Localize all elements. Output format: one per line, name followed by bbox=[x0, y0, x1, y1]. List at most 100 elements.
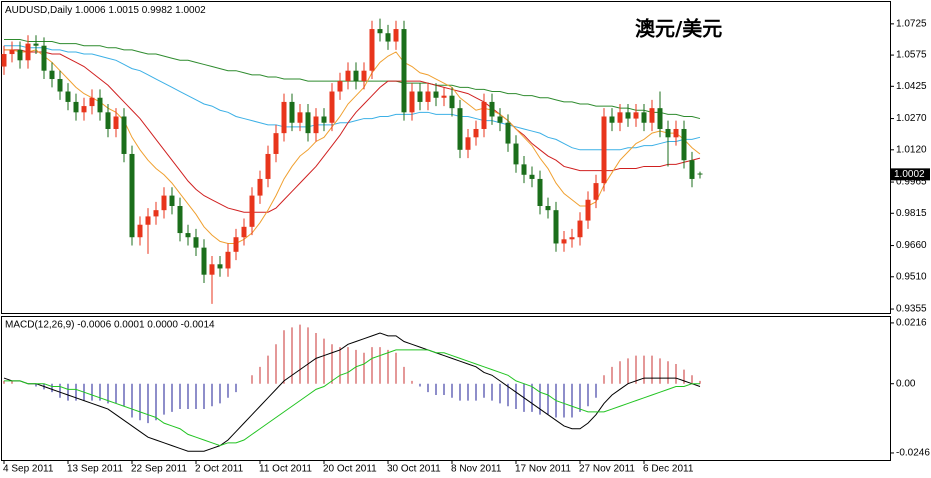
candle-body bbox=[209, 264, 215, 275]
y-tick-label: 0.9660 bbox=[896, 240, 927, 251]
y-tick-label: 1.0120 bbox=[896, 144, 927, 155]
x-tick-label: 30 Oct 2011 bbox=[387, 464, 441, 475]
x-tick-label: 8 Nov 2011 bbox=[451, 464, 502, 475]
candle-body bbox=[465, 137, 471, 150]
x-tick-label: 4 Sep 2011 bbox=[3, 464, 54, 475]
moving-average bbox=[4, 45, 701, 151]
candle-body bbox=[65, 91, 71, 102]
candle-body bbox=[297, 112, 303, 123]
y-tick-label: 0.9815 bbox=[896, 208, 927, 219]
candle-body bbox=[401, 29, 407, 113]
candle-body bbox=[249, 195, 255, 227]
candle-body bbox=[129, 153, 135, 238]
candle-body bbox=[585, 199, 591, 221]
candle-body bbox=[81, 106, 87, 113]
candle-body bbox=[153, 210, 159, 217]
candle-body bbox=[345, 70, 351, 82]
candle-body bbox=[393, 29, 399, 42]
y-tick-label: 0.9510 bbox=[896, 271, 927, 282]
candle-body bbox=[657, 108, 663, 129]
candle-body bbox=[561, 239, 567, 244]
x-tick-label: 11 Oct 2011 bbox=[259, 464, 312, 475]
candle-body bbox=[321, 116, 327, 123]
candle-body bbox=[97, 97, 103, 113]
candle-body bbox=[273, 133, 279, 154]
candle-body bbox=[433, 91, 439, 98]
candle-body bbox=[537, 178, 543, 207]
price-header: AUDUSD,Daily 1.0006 1.0015 0.9982 1.0002 bbox=[5, 5, 206, 16]
candle-body bbox=[497, 116, 503, 123]
candle-body bbox=[169, 195, 175, 207]
symbol: AUDUSD,Daily bbox=[5, 5, 72, 16]
candle-body bbox=[281, 101, 287, 134]
plot-layer bbox=[1, 18, 894, 464]
candle-body bbox=[513, 143, 519, 165]
candle-body bbox=[481, 101, 487, 129]
moving-average bbox=[4, 49, 701, 213]
candle-body bbox=[353, 70, 359, 82]
candle-body bbox=[545, 206, 551, 211]
candle-body bbox=[73, 101, 79, 113]
x-tick-label: 20 Oct 2011 bbox=[323, 464, 377, 475]
candle-body bbox=[417, 91, 423, 102]
macd-line bbox=[3, 332, 701, 452]
candle-body bbox=[665, 128, 671, 138]
candle-body bbox=[17, 49, 23, 61]
candle-body bbox=[569, 237, 575, 240]
candle-body bbox=[689, 160, 695, 179]
candle-body bbox=[473, 128, 479, 138]
moving-average bbox=[4, 38, 701, 120]
candle-body bbox=[529, 174, 535, 179]
macd-header: MACD(12,26,9) -0.0006 0.0001 0.0000 -0.0… bbox=[5, 320, 215, 331]
candle-body bbox=[137, 224, 143, 238]
candle-body bbox=[305, 112, 311, 134]
candle-body bbox=[161, 195, 167, 211]
last-low: 0.9982 bbox=[142, 5, 173, 16]
candle-body bbox=[369, 29, 375, 71]
candle-body bbox=[241, 226, 247, 238]
candle-body bbox=[121, 116, 127, 154]
candle-body bbox=[425, 91, 431, 102]
candle-body bbox=[201, 247, 207, 275]
candle-body bbox=[449, 95, 455, 109]
y-tick-label: 0.9355 bbox=[896, 304, 927, 315]
candle-body bbox=[337, 81, 343, 92]
candle-body bbox=[505, 122, 511, 144]
candle-body bbox=[289, 101, 295, 123]
macd-panel-frame bbox=[1, 316, 891, 461]
candle-body bbox=[113, 116, 119, 129]
candle-body bbox=[697, 173, 703, 175]
candle-body bbox=[609, 116, 615, 123]
candle-body bbox=[361, 70, 367, 82]
candle-body bbox=[265, 153, 271, 179]
y-tick-label: 0.00 bbox=[896, 378, 916, 389]
candle-body bbox=[1, 54, 7, 67]
last-high: 1.0015 bbox=[108, 5, 139, 16]
y-tick-label: 1.0425 bbox=[896, 81, 927, 92]
x-tick-label: 2 Oct 2011 bbox=[195, 464, 244, 475]
candle-body bbox=[673, 128, 679, 138]
candle-body bbox=[233, 237, 239, 252]
candle-body bbox=[33, 43, 39, 46]
candle-body bbox=[177, 206, 183, 234]
candle-body bbox=[409, 91, 415, 113]
candle-body bbox=[641, 112, 647, 123]
macd-line bbox=[4, 349, 700, 447]
candle-body bbox=[489, 101, 495, 117]
y-tick-label: 0.0216 bbox=[896, 318, 927, 329]
candle-body bbox=[649, 108, 655, 123]
candle-body bbox=[217, 264, 223, 269]
candle-body bbox=[145, 216, 151, 225]
y-tick-label: 1.0725 bbox=[896, 18, 927, 29]
x-tick-label: 22 Sep 2011 bbox=[131, 464, 187, 475]
candle-body bbox=[633, 112, 639, 119]
candle-body bbox=[313, 116, 319, 134]
y-tick-label: 0.9965 bbox=[896, 177, 927, 188]
x-tick-label: 13 Sep 2011 bbox=[67, 464, 123, 475]
candle-body bbox=[521, 164, 527, 175]
last-open: 1.0006 bbox=[75, 5, 106, 16]
candle-body bbox=[577, 220, 583, 238]
candle-body bbox=[377, 29, 383, 34]
